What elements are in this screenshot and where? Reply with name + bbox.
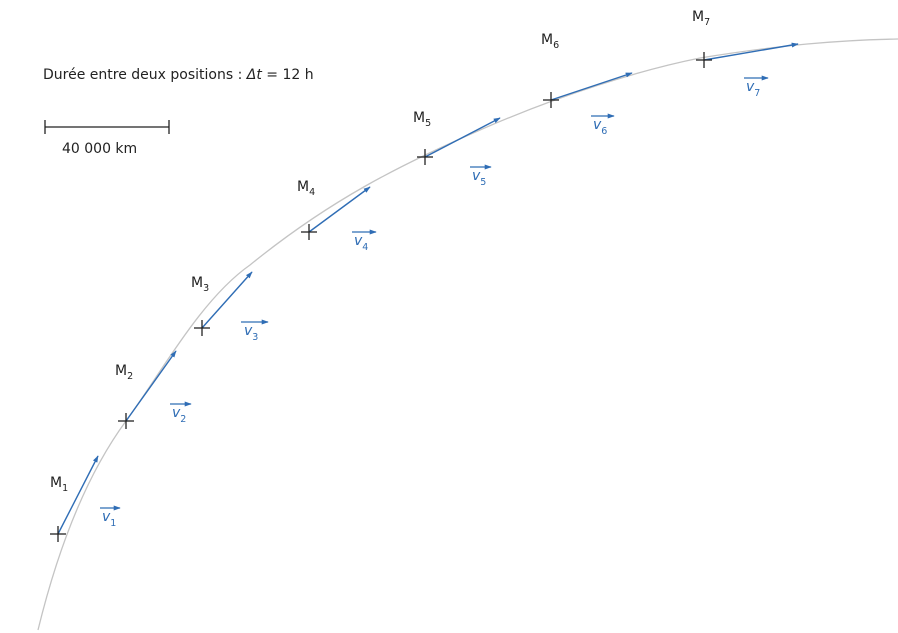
svg-text:v1: v1 bbox=[102, 509, 116, 529]
position-label-2: M2 bbox=[115, 363, 133, 382]
position-label-4: M4 bbox=[297, 179, 315, 198]
time-interval-text: Durée entre deux positions : Δt = 12 h bbox=[43, 67, 314, 83]
position-4: M4 v4 bbox=[297, 179, 377, 253]
position-2: M2 v2 bbox=[115, 350, 192, 429]
position-marker-3 bbox=[194, 320, 210, 336]
velocity-label-7: v7 bbox=[744, 75, 769, 99]
velocity-vector-5 bbox=[424, 117, 501, 158]
velocity-label-1: v1 bbox=[100, 505, 121, 529]
svg-text:v7: v7 bbox=[746, 79, 760, 99]
position-5: M5 v5 bbox=[413, 110, 501, 188]
svg-text:v2: v2 bbox=[172, 405, 186, 425]
time-interval-value: = 12 h bbox=[262, 67, 314, 83]
svg-text:v5: v5 bbox=[472, 168, 486, 188]
position-marker-2 bbox=[118, 413, 134, 429]
velocity-label-4: v4 bbox=[352, 229, 377, 253]
velocity-vector-1 bbox=[57, 455, 99, 535]
svg-text:v6: v6 bbox=[593, 117, 607, 137]
position-label-7: M7 bbox=[692, 9, 710, 28]
trajectory-curve bbox=[37, 38, 898, 631]
position-marker-6 bbox=[543, 92, 559, 108]
position-3: M3 v3 bbox=[191, 271, 269, 343]
svg-text:v4: v4 bbox=[354, 233, 368, 253]
position-label-1: M1 bbox=[50, 475, 68, 494]
position-marker-4 bbox=[301, 224, 317, 240]
scale-bar-label: 40 000 km bbox=[62, 141, 137, 157]
velocity-vector-2 bbox=[125, 350, 177, 422]
position-marker-5 bbox=[417, 149, 433, 165]
velocity-label-5: v5 bbox=[470, 164, 492, 188]
position-label-3: M3 bbox=[191, 275, 209, 294]
position-marker-1 bbox=[50, 526, 66, 542]
velocity-vector-7 bbox=[703, 42, 799, 61]
velocity-vector-4 bbox=[308, 186, 371, 233]
velocity-vector-3 bbox=[201, 271, 253, 329]
position-6: M6 v6 bbox=[541, 32, 633, 137]
position-label-6: M6 bbox=[541, 32, 559, 51]
time-interval-prefix: Durée entre deux positions : bbox=[43, 67, 247, 83]
scale-bar: 40 000 km bbox=[44, 120, 170, 157]
velocity-label-2: v2 bbox=[170, 401, 192, 425]
velocity-vector-6 bbox=[550, 72, 633, 101]
position-1: M1 v1 bbox=[50, 455, 121, 542]
position-label-5: M5 bbox=[413, 110, 431, 129]
position-marker-7 bbox=[696, 52, 712, 68]
velocity-label-6: v6 bbox=[591, 113, 615, 137]
delta-t-symbol: Δt bbox=[246, 67, 263, 83]
svg-text:v3: v3 bbox=[244, 323, 258, 343]
velocity-label-3: v3 bbox=[241, 319, 269, 343]
position-7: M7 v7 bbox=[692, 9, 799, 99]
